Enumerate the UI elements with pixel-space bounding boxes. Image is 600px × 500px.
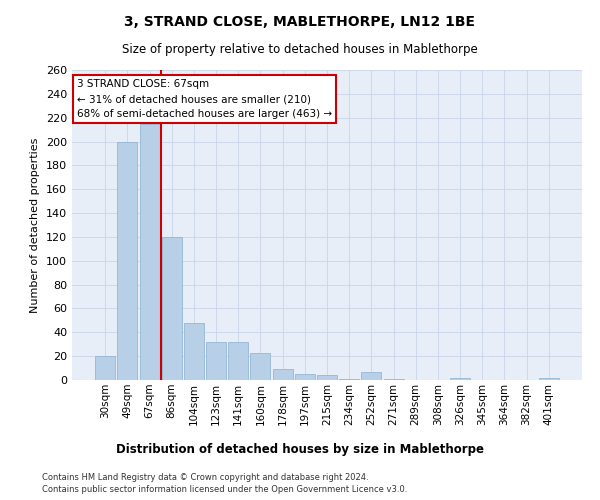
Bar — [206, 342, 226, 380]
Bar — [118, 142, 137, 380]
Text: Contains public sector information licensed under the Open Government Licence v3: Contains public sector information licen… — [42, 485, 407, 494]
Bar — [184, 323, 204, 380]
Bar — [95, 356, 115, 380]
Text: Distribution of detached houses by size in Mablethorpe: Distribution of detached houses by size … — [116, 442, 484, 456]
Bar — [539, 378, 559, 380]
Bar — [250, 352, 271, 380]
Bar — [317, 375, 337, 380]
Text: Contains HM Land Registry data © Crown copyright and database right 2024.: Contains HM Land Registry data © Crown c… — [42, 472, 368, 482]
Bar — [228, 342, 248, 380]
Bar — [450, 378, 470, 380]
Bar — [162, 237, 182, 380]
Bar — [295, 374, 315, 380]
Y-axis label: Number of detached properties: Number of detached properties — [31, 138, 40, 312]
Bar — [361, 372, 382, 380]
Bar — [140, 124, 160, 380]
Text: Size of property relative to detached houses in Mablethorpe: Size of property relative to detached ho… — [122, 42, 478, 56]
Text: 3, STRAND CLOSE, MABLETHORPE, LN12 1BE: 3, STRAND CLOSE, MABLETHORPE, LN12 1BE — [125, 15, 476, 29]
Bar — [272, 370, 293, 380]
Bar — [383, 379, 404, 380]
Text: 3 STRAND CLOSE: 67sqm
← 31% of detached houses are smaller (210)
68% of semi-det: 3 STRAND CLOSE: 67sqm ← 31% of detached … — [77, 80, 332, 119]
Bar — [339, 379, 359, 380]
